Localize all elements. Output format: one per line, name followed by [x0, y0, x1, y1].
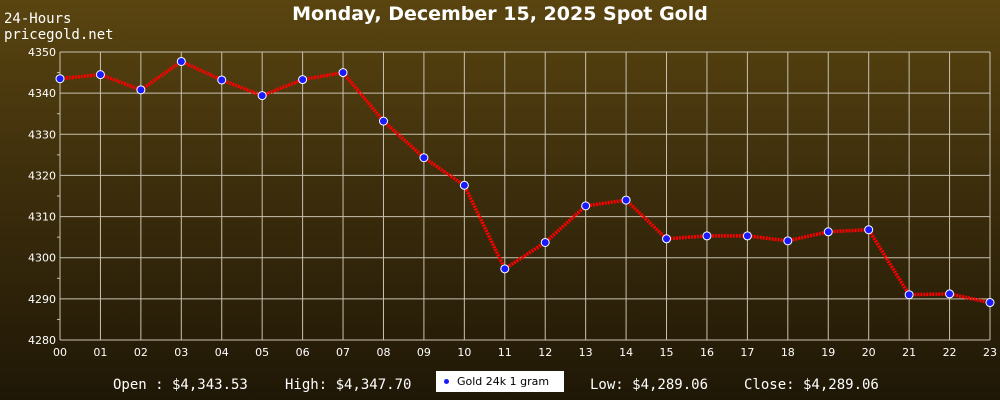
close-price: Close: $4,289.06 [744, 377, 879, 393]
x-tick-label: 01 [93, 346, 107, 359]
data-point [217, 75, 227, 85]
x-tick-label: 00 [53, 346, 67, 359]
x-tick-label: 04 [215, 346, 229, 359]
grid-layer [59, 51, 991, 341]
legend-label: Gold 24k 1 gram [457, 375, 550, 388]
data-point [500, 264, 510, 274]
data-point [378, 116, 388, 126]
y-tick-label: 4280 [28, 334, 56, 347]
point-layer [55, 56, 995, 308]
x-tick-label: 11 [498, 346, 512, 359]
data-point [540, 237, 550, 247]
data-point [702, 231, 712, 241]
y-tick-label: 4310 [28, 211, 56, 224]
y-tick-label: 4340 [28, 87, 56, 100]
x-tick-label: 19 [821, 346, 835, 359]
y-tick-label: 4330 [28, 128, 56, 141]
x-tick-label: 15 [660, 346, 674, 359]
x-tick-label: 03 [174, 346, 188, 359]
data-point [823, 227, 833, 237]
x-tick-label: 09 [417, 346, 431, 359]
x-tick-label: 06 [296, 346, 310, 359]
x-tick-label: 05 [255, 346, 269, 359]
open-price: Open : $4,343.53 [113, 377, 248, 393]
data-point [662, 234, 672, 244]
legend: Gold 24k 1 gram [436, 371, 564, 392]
data-point [419, 153, 429, 163]
data-point [783, 236, 793, 246]
x-tick-label: 22 [943, 346, 957, 359]
x-tick-label: 17 [740, 346, 754, 359]
axis-layer: 4280 4290 4300 4310 4320 4330 4340 4350 00 01 02 03… [28, 46, 997, 359]
period-label: 24-Hours [4, 11, 72, 27]
data-point [621, 195, 631, 205]
x-tick-label: 07 [336, 346, 350, 359]
x-tick-label: 20 [862, 346, 876, 359]
y-tick-label: 4290 [28, 293, 56, 306]
data-point [945, 289, 955, 299]
data-point [581, 201, 591, 211]
data-point [257, 91, 267, 101]
x-tick-label: 13 [579, 346, 593, 359]
chart-title: Monday, December 15, 2025 Spot Gold [292, 3, 708, 25]
series-line [59, 59, 991, 305]
data-point [95, 70, 105, 80]
data-point [136, 85, 146, 95]
x-tick-label: 21 [902, 346, 916, 359]
site-label: pricegold.net [4, 27, 114, 43]
x-tick-label: 02 [134, 346, 148, 359]
data-point [298, 75, 308, 85]
y-tick-label: 4350 [28, 46, 56, 59]
legend-marker-icon [444, 378, 449, 384]
y-tick-label: 4320 [28, 169, 56, 182]
data-point [459, 180, 469, 190]
x-tick-label: 14 [619, 346, 633, 359]
data-point [985, 298, 995, 308]
data-point [864, 225, 874, 235]
x-tick-label: 16 [700, 346, 714, 359]
x-tick-label: 18 [781, 346, 795, 359]
y-tick-label: 4300 [28, 252, 56, 265]
x-tick-label: 23 [983, 346, 997, 359]
high-price: High: $4,347.70 [285, 377, 412, 393]
x-tick-label: 12 [538, 346, 552, 359]
x-tick-label: 10 [457, 346, 471, 359]
data-point [904, 290, 914, 300]
x-tick-label: 08 [376, 346, 390, 359]
low-price: Low: $4,289.06 [590, 377, 709, 393]
line-layer [59, 59, 991, 305]
data-point [55, 74, 65, 84]
data-point [742, 231, 752, 241]
data-point [176, 56, 186, 66]
data-point [338, 68, 348, 78]
